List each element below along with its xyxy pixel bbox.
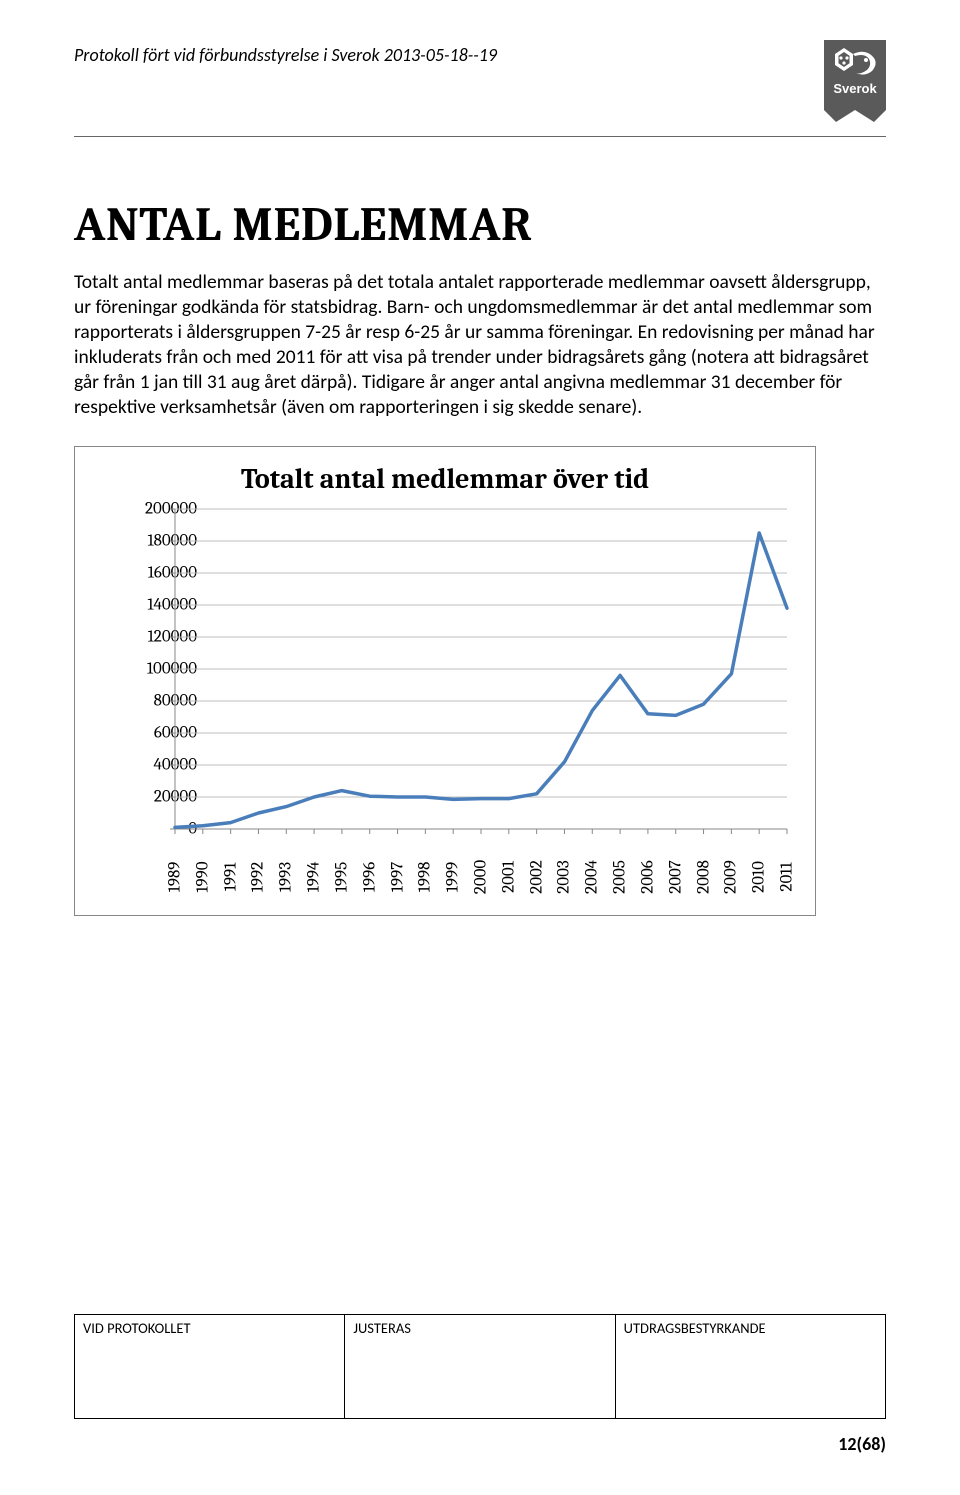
footer-cell-justeras: JUSTERAS [345, 1315, 615, 1419]
chart-x-label: 2010 [750, 861, 769, 893]
chart-x-label: 1993 [277, 862, 296, 892]
chart-x-label: 1999 [444, 861, 463, 892]
chart-title: Totalt antal medlemmar över tid [75, 447, 815, 501]
page-footer: VID PROTOKOLLET JUSTERAS UTDRAGSBESTYRKA… [74, 1314, 886, 1455]
chart-x-label: 2011 [778, 862, 797, 891]
chart-x-label: 1996 [360, 862, 379, 892]
chart-x-label: 1998 [416, 861, 435, 892]
chart-x-label: 1991 [221, 862, 240, 891]
chart-x-label: 2000 [472, 860, 491, 894]
chart-plot-area [175, 509, 787, 829]
chart-x-label: 2005 [611, 860, 630, 894]
doc-header-title: Protokoll fört vid förbundsstyrelse i Sv… [74, 40, 497, 66]
chart-x-label: 2003 [555, 860, 574, 893]
footer-cell-utdrag: UTDRAGSBESTYRKANDE [615, 1315, 885, 1419]
chart-x-label: 1992 [249, 862, 268, 892]
chart-x-label: 2007 [666, 860, 685, 894]
chart-x-label: 2004 [583, 860, 602, 894]
footer-cell-protokollet: VID PROTOKOLLET [75, 1315, 345, 1419]
chart-x-label: 1989 [166, 861, 185, 892]
chart-x-label: 1994 [305, 861, 324, 892]
page-title: ANTAL MEDLEMMAR [74, 197, 886, 252]
header-rule [74, 136, 886, 137]
chart-x-label: 2009 [722, 860, 741, 894]
body-paragraph: Totalt antal medlemmar baseras på det to… [74, 270, 886, 420]
chart-x-label: 2008 [694, 860, 713, 894]
chart-x-label: 2002 [527, 860, 546, 894]
chart-x-label: 1990 [193, 861, 212, 892]
page-number: 12(68) [74, 1433, 886, 1455]
chart-x-label: 2001 [499, 861, 518, 893]
chart-x-label: 1995 [332, 861, 351, 891]
sverok-logo: Sverok [824, 40, 886, 128]
chart-x-label: 1997 [388, 862, 407, 892]
chart-x-axis: 1989199019911992199319941995199619971998… [175, 835, 787, 905]
members-chart: Totalt antal medlemmar över tid 02000040… [74, 446, 816, 916]
svg-text:Sverok: Sverok [833, 81, 877, 96]
chart-x-label: 2006 [638, 860, 657, 894]
